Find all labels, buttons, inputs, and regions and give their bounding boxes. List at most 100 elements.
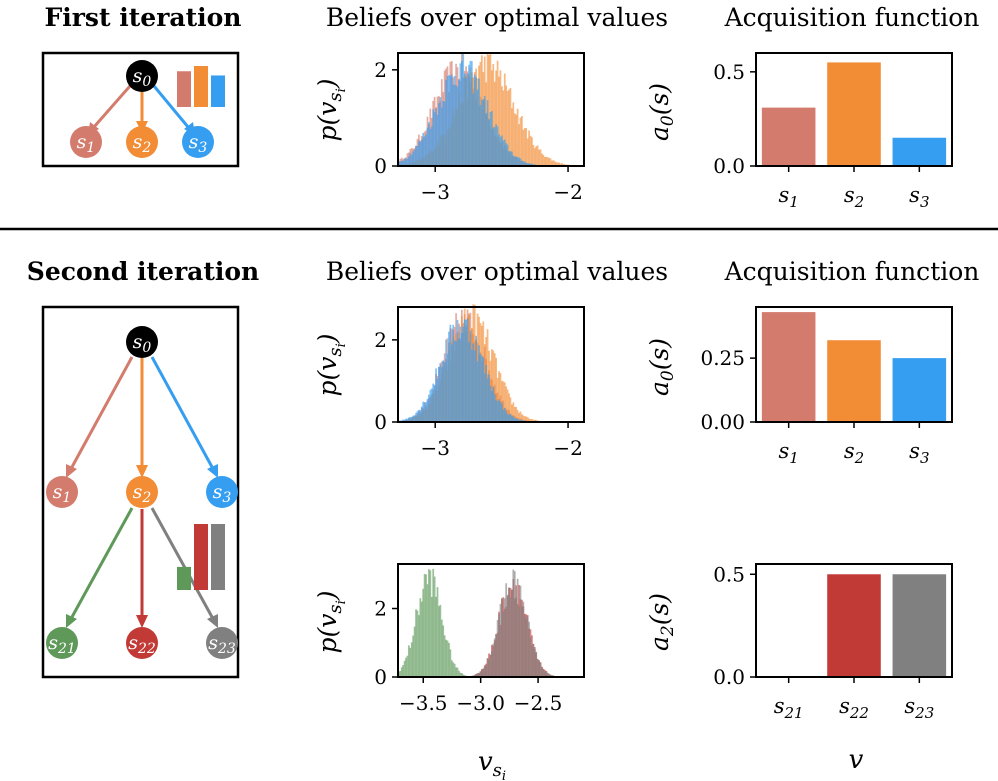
hist-bin-s21: [419, 598, 422, 677]
hist-bin-s23: [480, 669, 483, 677]
hist-bin-s21: [443, 635, 446, 677]
hist-bin-s23: [493, 638, 496, 677]
hist-bin-s3: [415, 412, 417, 422]
hist-bin-s3: [496, 401, 499, 422]
hist-bin-s23: [483, 666, 486, 677]
hist-bin-s21: [418, 615, 420, 677]
hist-bin-s23: [495, 634, 498, 677]
hist-bin-s3: [436, 114, 439, 166]
tree2-node-s0-label: s0: [133, 331, 152, 356]
hist-bin-s3: [513, 156, 516, 166]
hist-bin-s3: [415, 145, 417, 166]
hist-bin-s3: [459, 63, 462, 167]
hist-bin-s3: [502, 140, 505, 166]
y-tick-label: 2: [374, 58, 387, 82]
hist-bin-s23: [506, 594, 509, 677]
hist-bin-s2: [519, 411, 522, 422]
hist-bin-s2: [495, 357, 498, 422]
plot-frame: [397, 306, 585, 423]
hist-bin-s3: [419, 410, 422, 422]
hist-bin-s3: [455, 85, 457, 166]
hist-bin-s23: [529, 636, 532, 677]
y-tick-label: 0.0: [713, 665, 745, 689]
hist-bin-s3: [485, 364, 488, 422]
hist-bin-s3: [475, 77, 477, 166]
tree2-arrowhead-s21: [66, 614, 77, 628]
hist-bin-s2: [553, 161, 556, 166]
hist-bin-s23: [482, 669, 485, 677]
hist-bin-s2: [558, 162, 560, 166]
hist-bin-s2: [522, 129, 525, 166]
hist-bin-s21: [445, 639, 447, 677]
hist-bin-s2: [505, 85, 508, 166]
hist-bin-s2: [506, 90, 509, 166]
hist-bin-s3: [509, 413, 512, 422]
hist-bin-s23: [478, 672, 480, 677]
hist-bin-s3: [499, 136, 502, 166]
first-iteration-title: First iteration: [45, 3, 242, 32]
hist-bin-s3: [499, 401, 502, 422]
x-tick-label-s1: s1: [779, 183, 799, 211]
legend-bar: [177, 566, 191, 590]
hist-bin-s3: [505, 411, 508, 422]
tree2-arrowhead-s2: [136, 465, 148, 478]
hist-bin-s23: [542, 669, 545, 677]
hist-bin-s3: [518, 419, 520, 422]
plot-frame: [397, 563, 585, 678]
hist-bin-s3: [440, 367, 443, 422]
hist-bin-s3: [501, 135, 503, 166]
hist-bin-s23: [503, 598, 506, 677]
hist-bin-s3: [449, 75, 452, 166]
bar-s23: [892, 574, 947, 677]
hist-bin-s2: [556, 162, 559, 166]
tree-legend-first: [177, 66, 225, 107]
hist-bin-s2: [529, 135, 532, 166]
hist-bin-s3: [463, 73, 466, 166]
hist-bin-s2: [542, 154, 545, 166]
hist-bin-s3: [409, 416, 412, 422]
belief-ylabel-second: p(vsi): [313, 333, 349, 396]
bar-s1: [761, 107, 816, 166]
tree2-node-s22: [126, 627, 158, 659]
hist-bin-s21: [413, 626, 416, 677]
tree-legend-second: [177, 524, 225, 590]
hist-bin-s21: [405, 657, 407, 677]
hist-bin-s3: [408, 156, 410, 166]
hist-bin-s3: [466, 73, 469, 166]
hist-bin-s23: [479, 672, 482, 677]
hist-bin-s3: [443, 362, 446, 422]
beliefs-title-second: Beliefs over optimal values: [326, 257, 668, 286]
hist-bin-s3: [438, 103, 440, 166]
hist-bin-s21: [406, 655, 409, 677]
hist-bin-s3: [503, 407, 506, 422]
hist-bin-s23: [511, 589, 513, 677]
x-tick-label: −3: [420, 180, 449, 204]
hist-bin-s3: [469, 331, 472, 422]
hist-bin-s2: [543, 156, 546, 166]
hist-bin-s3: [465, 77, 467, 166]
hist-bin-s21: [433, 576, 436, 677]
hist-bin-s2: [545, 156, 548, 166]
hist-bin-s2: [523, 128, 526, 166]
y-tick-label: 0.5: [713, 60, 745, 84]
hist-bin-s2: [493, 353, 496, 422]
x-tick-label-s2: s2: [844, 183, 864, 211]
hist-series-s21: [398, 568, 473, 677]
hist-bin-s3: [403, 419, 406, 422]
hist-bin-s3: [405, 159, 407, 166]
hist-bin-s2: [502, 90, 505, 166]
hist-bin-s21: [400, 667, 403, 677]
hist-bin-s21: [430, 596, 433, 677]
x-tick-label: −2: [553, 180, 582, 204]
hist-bin-s2: [538, 149, 540, 166]
hist-bin-s3: [489, 111, 492, 166]
hist-bin-s3: [452, 84, 455, 166]
hist-bin-s3: [435, 108, 437, 166]
hist-bin-s3: [442, 360, 445, 422]
hist-series-s3: [398, 53, 545, 167]
hist-bin-s2: [508, 393, 510, 422]
hist-bin-s2: [498, 371, 500, 422]
chart-beliefs-first: −3 −2 0 2: [374, 52, 585, 204]
hist-bin-s3: [519, 158, 522, 166]
hist-bin-s2: [532, 144, 535, 166]
